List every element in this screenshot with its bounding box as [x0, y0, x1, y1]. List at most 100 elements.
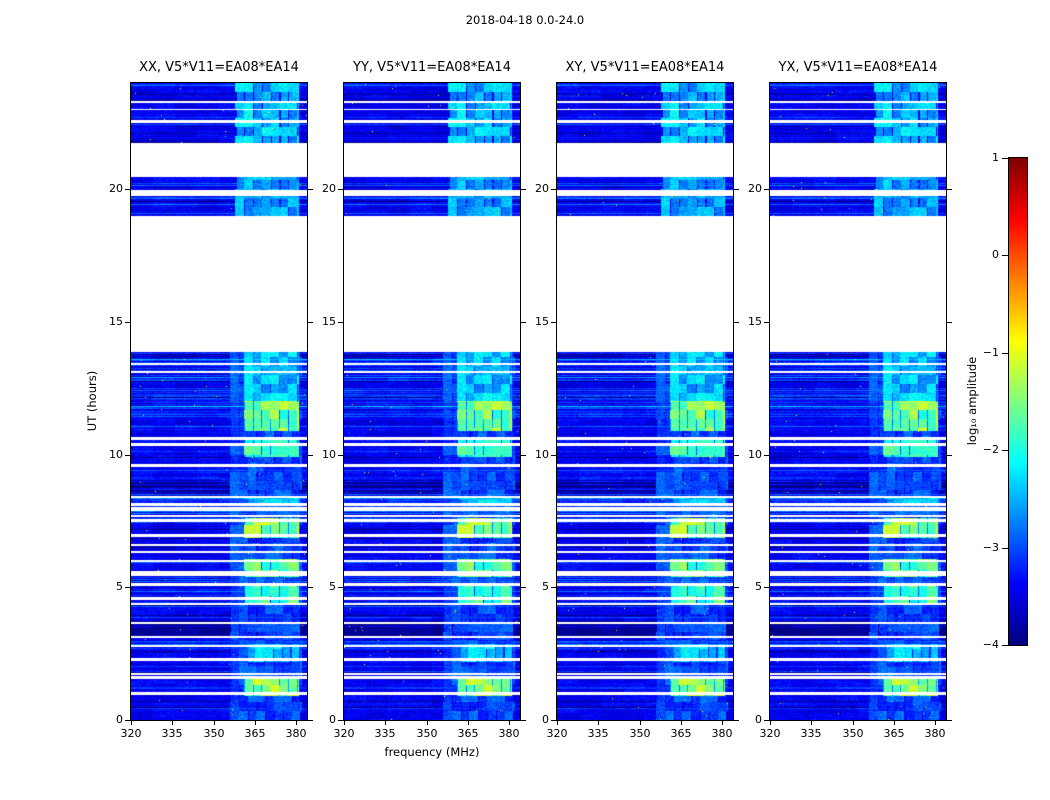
y-tick-right — [521, 322, 526, 323]
y-tick-right — [734, 189, 739, 190]
x-tick — [385, 721, 386, 725]
spectrogram-panel — [769, 82, 947, 721]
panel-title: YX, V5*V11=EA08*EA14 — [778, 60, 938, 75]
colorbar-tick — [1002, 158, 1008, 159]
colorbar-tick — [1002, 645, 1008, 646]
y-tick — [125, 189, 130, 190]
y-tick-label: 15 — [109, 315, 123, 328]
y-tick — [551, 322, 556, 323]
y-tick-label: 10 — [109, 448, 123, 461]
spectrogram-panel — [343, 82, 521, 721]
y-tick-right — [947, 720, 952, 721]
y-tick-label: 0 — [755, 713, 762, 726]
y-tick — [551, 720, 556, 721]
y-tick-right — [734, 587, 739, 588]
y-tick-right — [947, 322, 952, 323]
y-tick-right — [521, 455, 526, 456]
colorbar-tick — [1002, 353, 1008, 354]
y-tick-label: 15 — [535, 315, 549, 328]
x-tick-label: 350 — [842, 727, 864, 740]
y-tick — [338, 587, 343, 588]
figure-title: 2018-04-18 0.0-24.0 — [465, 13, 585, 27]
y-tick-right — [308, 720, 313, 721]
x-tick — [853, 721, 854, 725]
x-axis-label: frequency (MHz) — [384, 745, 480, 759]
y-tick — [125, 720, 130, 721]
y-tick — [338, 189, 343, 190]
colorbar-tick-label: 1 — [992, 151, 999, 164]
colorbar-tick-label: −2 — [982, 443, 999, 456]
spectrogram-panel — [130, 82, 308, 721]
y-tick-label: 5 — [542, 580, 549, 593]
y-tick-right — [734, 322, 739, 323]
y-tick — [764, 189, 769, 190]
y-tick-label: 0 — [116, 713, 123, 726]
x-tick-label: 320 — [546, 727, 568, 740]
y-tick-right — [734, 720, 739, 721]
y-tick-right — [308, 322, 313, 323]
y-tick-right — [947, 189, 952, 190]
x-tick — [172, 721, 173, 725]
y-tick — [764, 322, 769, 323]
x-tick-label: 350 — [629, 727, 651, 740]
x-tick — [557, 721, 558, 725]
y-tick-label: 10 — [535, 448, 549, 461]
colorbar-tick-label: −3 — [982, 541, 999, 554]
x-tick-label: 320 — [333, 727, 355, 740]
x-tick-label: 335 — [800, 727, 822, 740]
y-tick — [764, 720, 769, 721]
y-tick — [338, 322, 343, 323]
y-tick — [551, 189, 556, 190]
colorbar-tick — [1002, 450, 1008, 451]
x-tick — [296, 721, 297, 725]
x-tick-label: 335 — [374, 727, 396, 740]
panel-title: YY, V5*V11=EA08*EA14 — [353, 60, 511, 75]
y-tick-label: 20 — [322, 182, 336, 195]
x-tick — [935, 721, 936, 725]
y-tick-label: 10 — [322, 448, 336, 461]
y-tick-label: 5 — [116, 580, 123, 593]
x-tick-label: 335 — [161, 727, 183, 740]
y-tick-right — [521, 587, 526, 588]
y-tick-label: 10 — [748, 448, 762, 461]
x-tick — [468, 721, 469, 725]
y-tick — [551, 587, 556, 588]
x-tick-label: 365 — [457, 727, 479, 740]
spectrogram-canvas — [557, 83, 733, 720]
y-tick-label: 15 — [322, 315, 336, 328]
y-tick — [125, 587, 130, 588]
x-tick — [214, 721, 215, 725]
x-tick — [509, 721, 510, 725]
x-tick-label: 365 — [244, 727, 266, 740]
y-tick-label: 0 — [329, 713, 336, 726]
spectrogram-canvas — [770, 83, 946, 720]
y-tick-label: 5 — [329, 580, 336, 593]
x-tick-label: 320 — [759, 727, 781, 740]
panel-title: XY, V5*V11=EA08*EA14 — [565, 60, 725, 75]
x-tick — [598, 721, 599, 725]
y-tick-label: 5 — [755, 580, 762, 593]
colorbar-tick — [1002, 548, 1008, 549]
x-tick — [255, 721, 256, 725]
spectrogram-panel — [556, 82, 734, 721]
y-tick-right — [947, 455, 952, 456]
y-tick — [338, 455, 343, 456]
y-tick-right — [521, 720, 526, 721]
colorbar-tick-label: −4 — [982, 638, 999, 651]
y-tick-label: 20 — [748, 182, 762, 195]
x-tick — [894, 721, 895, 725]
y-tick-label: 20 — [109, 182, 123, 195]
y-tick-right — [308, 587, 313, 588]
spectrogram-canvas — [344, 83, 520, 720]
x-tick-label: 365 — [670, 727, 692, 740]
y-tick — [338, 720, 343, 721]
x-tick — [131, 721, 132, 725]
x-tick — [811, 721, 812, 725]
x-tick-label: 350 — [203, 727, 225, 740]
y-tick — [764, 455, 769, 456]
colorbar-tick — [1002, 255, 1008, 256]
x-tick-label: 320 — [120, 727, 142, 740]
y-tick-right — [947, 587, 952, 588]
x-tick-label: 335 — [587, 727, 609, 740]
